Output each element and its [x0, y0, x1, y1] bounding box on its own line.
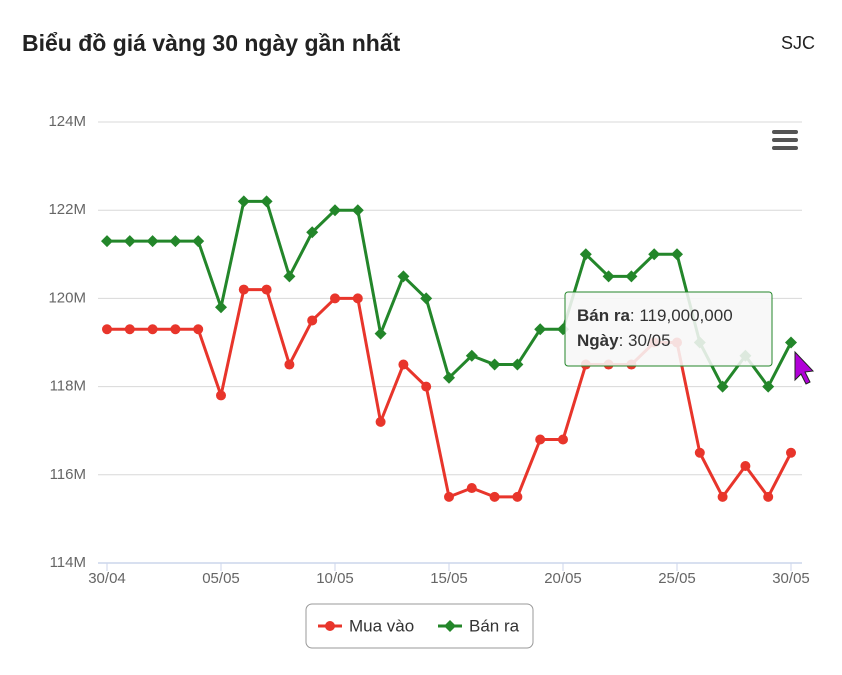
point-marker [717, 491, 728, 502]
point-marker [443, 371, 455, 384]
point-marker [625, 270, 638, 283]
legend-marker [325, 621, 335, 631]
point-marker [101, 235, 113, 248]
menu-bar [772, 130, 798, 134]
tooltip-box [564, 291, 773, 367]
point-marker [762, 380, 775, 393]
x-tick-label: 25/05 [658, 570, 696, 587]
point-marker [534, 323, 547, 336]
point-marker [237, 195, 250, 208]
menu-bar [772, 138, 798, 142]
point-marker [261, 284, 272, 295]
point-marker [169, 235, 182, 248]
point-marker [375, 416, 386, 427]
point-marker [283, 270, 296, 283]
legend-box [305, 603, 534, 649]
point-marker [102, 324, 112, 335]
y-tick-label: 122M [48, 201, 86, 218]
point-marker [466, 483, 477, 494]
point-marker [123, 235, 136, 248]
point-marker [147, 324, 158, 335]
menu-bar [772, 146, 798, 150]
point-marker [330, 293, 340, 304]
point-marker [352, 293, 363, 304]
point-marker [763, 491, 774, 502]
mouse-cursor [794, 350, 815, 385]
point-marker [398, 359, 409, 370]
tooltip-key: Bán ra [577, 306, 630, 325]
legend-label: Mua vào [349, 616, 414, 635]
point-marker [535, 434, 546, 445]
tooltip: Bán ra: 119,000,000 Ngày: 30/05 [564, 291, 773, 367]
point-marker [193, 324, 204, 335]
point-marker [421, 381, 432, 392]
legend-label: Bán ra [469, 616, 520, 635]
legend[interactable]: Mua vào Bán ra [305, 603, 534, 649]
point-marker [329, 204, 341, 217]
point-marker [558, 434, 568, 445]
x-tick-label: 15/05 [430, 570, 468, 587]
x-tick-label: 30/05 [772, 570, 810, 587]
tooltip-key: Ngày [577, 331, 619, 350]
point-marker [602, 270, 615, 283]
tooltip-line: Ngày: 30/05 [577, 331, 671, 350]
point-marker [124, 324, 135, 335]
y-tick-label: 124M [48, 113, 86, 130]
point-marker [740, 460, 751, 471]
point-marker [694, 447, 705, 458]
x-tick-label: 30/04 [88, 570, 126, 587]
point-marker [397, 270, 410, 283]
y-tick-label: 120M [48, 289, 86, 306]
x-tick-label: 20/05 [544, 570, 582, 587]
chart-subtitle: SJC [781, 33, 815, 53]
point-marker [444, 491, 454, 502]
y-tick-label: 114M [50, 554, 86, 571]
point-marker [306, 226, 319, 239]
point-marker [215, 301, 227, 314]
chart-title: Biểu đồ giá vàng 30 ngày gần nhất [22, 30, 401, 56]
point-marker [374, 327, 387, 340]
tooltip-text: : 30/05 [619, 331, 671, 350]
tooltip-line: Bán ra: 119,000,000 [577, 306, 733, 325]
point-marker [511, 358, 524, 371]
y-tick-label: 118M [50, 378, 86, 395]
point-marker [488, 358, 501, 371]
x-tick-label: 05/05 [202, 570, 240, 587]
legend-item[interactable]: Bán ra [438, 616, 520, 635]
point-marker [284, 359, 295, 370]
point-marker [192, 235, 205, 248]
y-tick-label: 116M [50, 466, 86, 483]
point-marker [465, 349, 478, 362]
point-marker [716, 380, 729, 393]
legend-marker [444, 620, 456, 632]
point-marker [420, 292, 433, 305]
tooltip-text: : 119,000,000 [630, 306, 733, 325]
point-marker [489, 491, 500, 502]
point-marker [260, 195, 273, 208]
point-marker [786, 447, 796, 458]
point-marker [351, 204, 364, 217]
x-tick-label: 10/05 [316, 570, 354, 587]
point-marker [216, 390, 226, 401]
point-marker [785, 336, 797, 349]
point-marker [512, 491, 523, 502]
point-marker [307, 315, 318, 326]
point-marker [146, 235, 159, 248]
point-marker [579, 248, 592, 261]
point-marker [648, 248, 661, 261]
legend-item[interactable]: Mua vào [318, 616, 414, 635]
menu-button[interactable] [772, 130, 798, 150]
point-marker [238, 284, 249, 295]
point-marker [671, 248, 683, 261]
point-marker [170, 324, 181, 335]
